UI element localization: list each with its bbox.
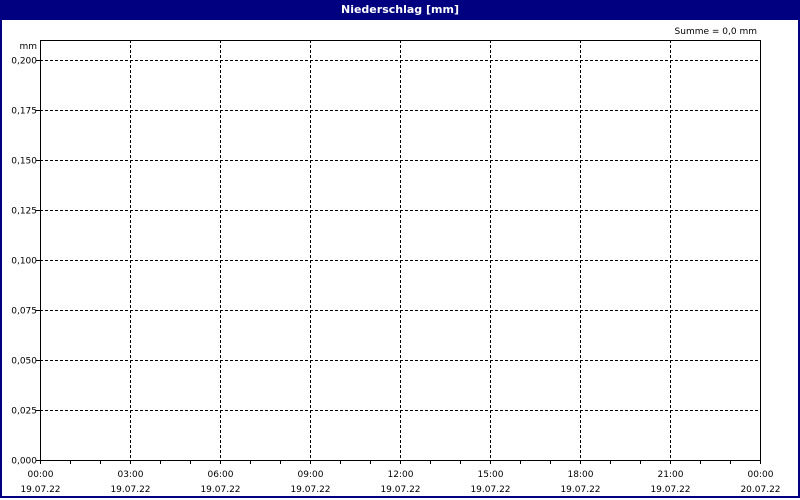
x-tick-label-time: 03:00	[118, 470, 144, 480]
x-tick-label-time: 12:00	[388, 470, 414, 480]
x-tick-label-date: 19.07.22	[200, 485, 240, 495]
chart-title: Niederschlag [mm]	[0, 0, 800, 20]
x-tick-label-time: 00:00	[748, 470, 774, 480]
plot-area	[40, 40, 761, 461]
y-tick-label: 0,150	[11, 157, 37, 167]
x-tick-label-date: 19.07.22	[470, 485, 510, 495]
x-tick-label-time: 15:00	[478, 470, 504, 480]
y-tick-label: 0,125	[11, 207, 37, 217]
x-tick-label-date: 20.07.22	[740, 485, 780, 495]
y-axis-label: mm	[19, 42, 37, 52]
x-tick-label-date: 19.07.22	[20, 485, 60, 495]
x-tick-label-time: 18:00	[568, 470, 594, 480]
x-tick-label-time: 00:00	[28, 470, 54, 480]
x-tick-label-date: 19.07.22	[560, 485, 600, 495]
x-tick-label-time: 21:00	[658, 470, 684, 480]
y-tick-label: 0,025	[11, 407, 37, 417]
y-tick-label: 0,100	[11, 257, 37, 267]
x-tick-label-time: 09:00	[298, 470, 324, 480]
x-tick-label-date: 19.07.22	[650, 485, 690, 495]
x-tick-label-time: 06:00	[208, 470, 234, 480]
y-tick-label: 0,050	[11, 357, 37, 367]
sum-annotation: Summe = 0,0 mm	[675, 27, 757, 37]
y-tick-label: 0,200	[11, 57, 37, 67]
y-tick-label: 0,075	[11, 307, 37, 317]
y-tick-label: 0,000	[11, 457, 37, 467]
y-tick-label: 0,175	[11, 107, 37, 117]
x-tick-label-date: 19.07.22	[380, 485, 420, 495]
x-tick-label-date: 19.07.22	[290, 485, 330, 495]
x-tick-label-date: 19.07.22	[110, 485, 150, 495]
